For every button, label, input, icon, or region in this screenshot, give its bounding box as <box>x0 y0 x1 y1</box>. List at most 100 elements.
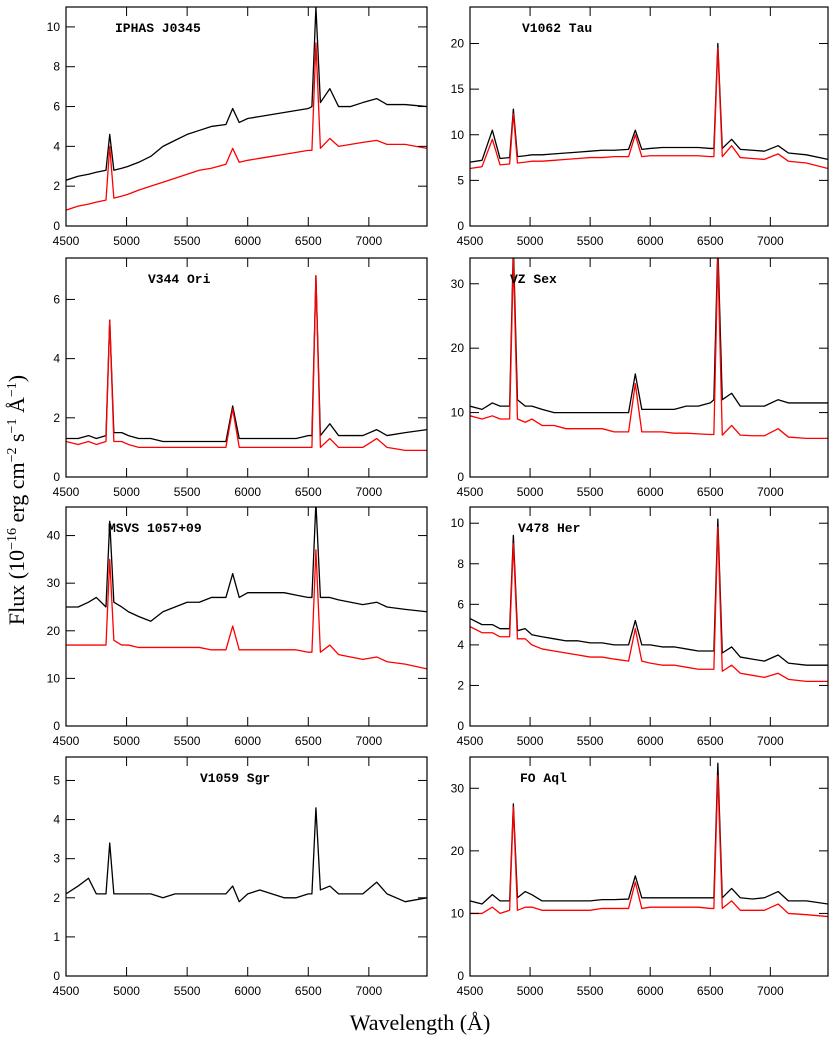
x-tick-label: 6000 <box>234 734 261 748</box>
x-tick-label: 7000 <box>757 984 784 998</box>
x-tick-label: 5000 <box>113 984 140 998</box>
panel: 4500 5000 5500 6000 6500 7000 0 10 20 30 FO Aql <box>451 756 829 998</box>
spectrum-line <box>66 42 427 211</box>
y-tick-label: 1 <box>53 930 60 944</box>
plot-frame <box>469 6 829 227</box>
x-tick-label: 5000 <box>113 234 140 248</box>
plot-frame <box>65 6 428 227</box>
x-tick-label: 6500 <box>697 734 724 748</box>
panel-title: V344 Ori <box>148 272 211 287</box>
plot-frame <box>65 257 428 478</box>
y-tick-label: 0 <box>53 470 60 484</box>
y-tick-label: 10 <box>451 906 465 920</box>
x-tick-label: 5500 <box>174 734 201 748</box>
y-axis-label-part: −1 <box>5 382 20 397</box>
plot-frame <box>65 756 428 977</box>
x-tick-label: 6000 <box>234 485 261 499</box>
x-tick-label: 7000 <box>757 734 784 748</box>
x-tick-label: 5500 <box>577 984 604 998</box>
y-tick-label: 5 <box>457 173 464 187</box>
y-tick-label: 10 <box>47 20 61 34</box>
x-tick-label: 5500 <box>174 485 201 499</box>
y-axis-label-part: Flux (10 <box>4 550 29 625</box>
panel: 4500 5000 5500 6000 6500 7000 0 10 20 30 40 MSVS 10… <box>47 506 428 748</box>
panel: 4500 5000 5500 6000 6500 7000 0 2 4 6 8 10 IPHAS J03… <box>47 6 428 248</box>
y-tick-label: 0 <box>53 219 60 233</box>
y-tick-label: 0 <box>457 719 464 733</box>
x-tick-label: 4500 <box>457 984 484 998</box>
plot-frame <box>469 506 829 727</box>
plot-frame <box>469 756 829 977</box>
y-tick-label: 2 <box>53 411 60 425</box>
x-tick-label: 7000 <box>356 234 383 248</box>
x-tick-label: 6000 <box>637 734 664 748</box>
y-tick-label: 5 <box>53 773 60 787</box>
y-tick-label: 30 <box>451 781 465 795</box>
y-tick-label: 0 <box>53 969 60 983</box>
y-tick-label: 2 <box>457 678 464 692</box>
y-tick-label: 0 <box>457 470 464 484</box>
y-tick-label: 15 <box>451 82 465 96</box>
y-tick-label: 8 <box>53 60 60 74</box>
y-tick-label: 20 <box>451 341 465 355</box>
spectrum-line <box>470 258 828 439</box>
x-tick-label: 7000 <box>757 234 784 248</box>
y-tick-label: 30 <box>451 277 465 291</box>
panel-title: V1062 Tau <box>522 21 592 36</box>
x-tick-label: 5000 <box>113 485 140 499</box>
x-tick-label: 6000 <box>234 234 261 248</box>
x-tick-label: 4500 <box>53 234 80 248</box>
x-tick-label: 6000 <box>637 984 664 998</box>
x-tick-label: 7000 <box>356 734 383 748</box>
x-tick-label: 4500 <box>53 734 80 748</box>
x-tick-label: 6000 <box>637 234 664 248</box>
x-tick-label: 5500 <box>577 234 604 248</box>
y-tick-label: 10 <box>451 406 465 420</box>
y-tick-label: 0 <box>53 719 60 733</box>
x-tick-label: 4500 <box>457 234 484 248</box>
panel: 4500 5000 5500 6000 6500 7000 0 1 2 3 4 5 V1059 Sgr <box>53 756 428 998</box>
x-tick-label: 4500 <box>53 485 80 499</box>
y-axis-label-part: −1 <box>5 419 20 434</box>
x-tick-label: 6500 <box>295 485 322 499</box>
y-tick-label: 20 <box>47 624 61 638</box>
panel-title: VZ Sex <box>510 272 557 287</box>
x-tick-label: 5000 <box>517 984 544 998</box>
spectrum-line <box>470 258 828 414</box>
spectrum-line <box>66 507 427 622</box>
y-tick-label: 8 <box>457 557 464 571</box>
panel: 4500 5000 5500 6000 6500 7000 0 2 4 6 V344 Ori <box>53 257 428 499</box>
x-tick-label: 5500 <box>577 734 604 748</box>
y-tick-label: 6 <box>53 100 60 114</box>
y-tick-label: 0 <box>457 219 464 233</box>
spectrum-line <box>470 42 828 163</box>
spectrum-line <box>66 275 427 443</box>
y-axis-label-part: s <box>4 433 29 447</box>
x-tick-label: 6000 <box>637 485 664 499</box>
y-axis-label-part: −2 <box>5 448 20 463</box>
y-tick-label: 10 <box>451 128 465 142</box>
x-tick-label: 6500 <box>697 234 724 248</box>
panel-title: MSVS 1057+09 <box>108 521 202 536</box>
x-tick-label: 7000 <box>356 984 383 998</box>
x-tick-label: 4500 <box>457 485 484 499</box>
x-tick-label: 5500 <box>577 485 604 499</box>
spectrum-line <box>66 807 427 903</box>
spectrum-line <box>66 549 427 670</box>
y-tick-label: 6 <box>457 597 464 611</box>
panel-title: IPHAS J0345 <box>115 21 201 36</box>
x-axis-label: Wavelength (Å) <box>350 1010 491 1035</box>
y-axis-label-part: −16 <box>5 528 20 550</box>
spectrum-line <box>66 275 427 452</box>
y-tick-label: 4 <box>53 139 60 153</box>
y-tick-label: 10 <box>451 516 465 530</box>
y-tick-label: 20 <box>451 844 465 858</box>
y-tick-label: 3 <box>53 852 60 866</box>
plot-frame <box>65 506 428 727</box>
y-tick-label: 4 <box>53 813 60 827</box>
x-tick-label: 6500 <box>697 984 724 998</box>
panel-title: V478 Her <box>518 521 580 536</box>
x-tick-label: 7000 <box>356 485 383 499</box>
y-tick-label: 20 <box>451 37 465 51</box>
